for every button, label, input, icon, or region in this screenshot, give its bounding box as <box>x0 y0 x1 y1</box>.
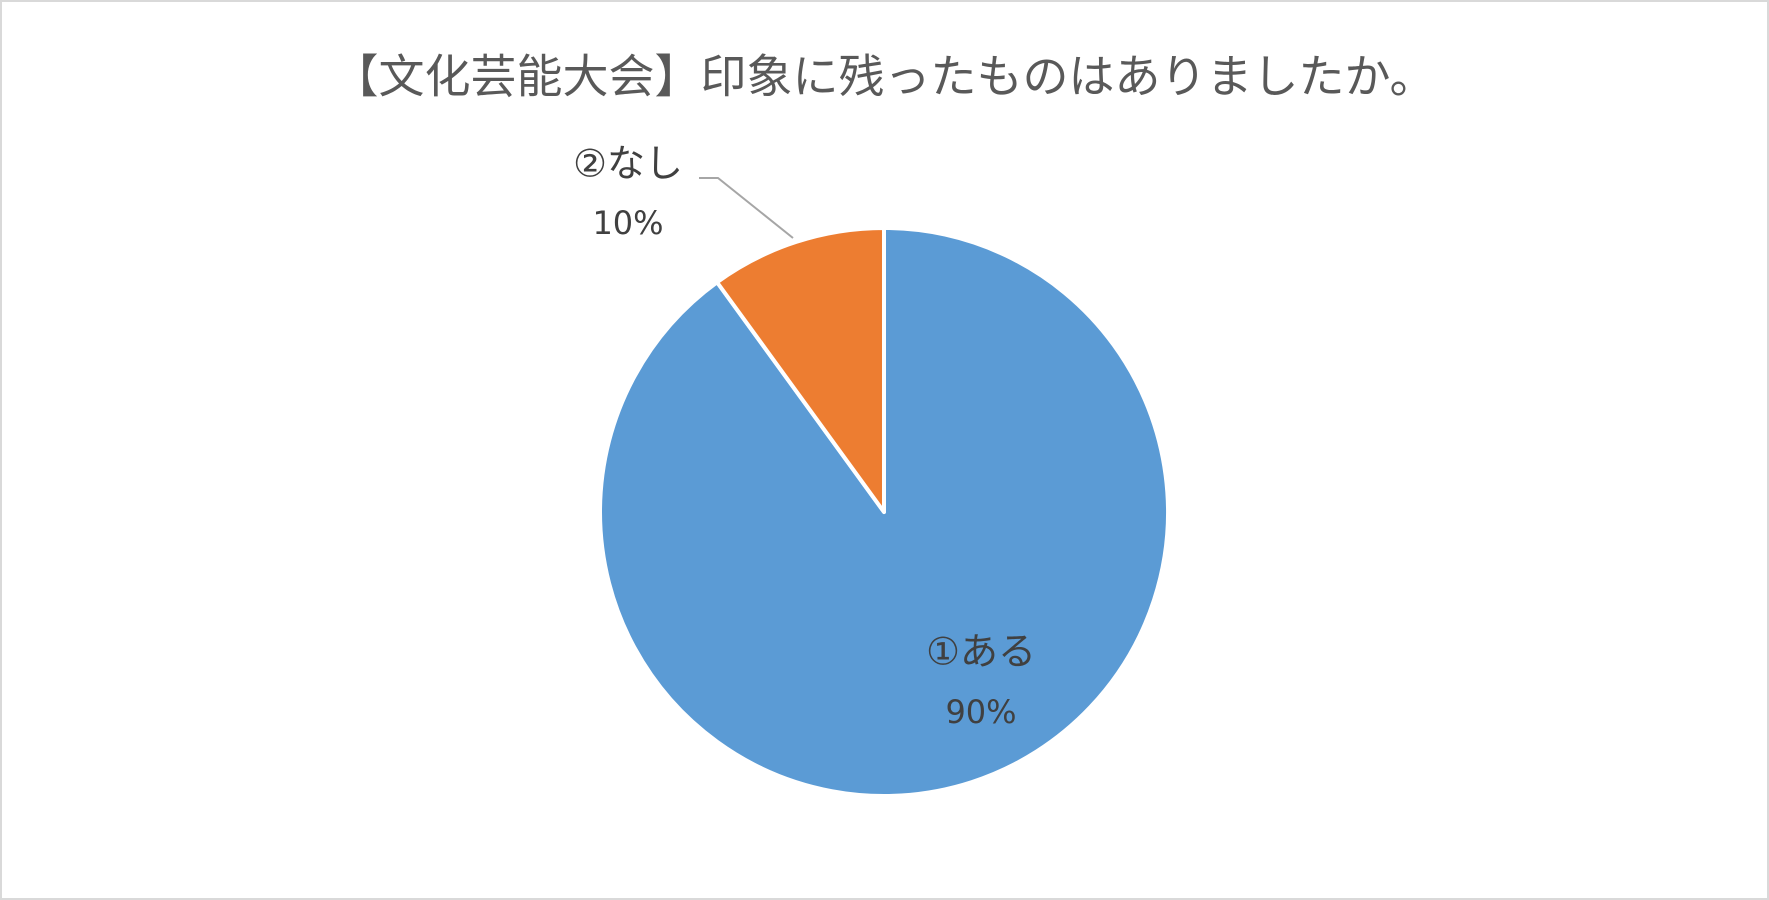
value-label: 90% <box>945 693 1016 731</box>
category-label: ②なし <box>573 142 683 186</box>
chart-title: 【文化芸能大会】印象に残ったものはありましたか。 <box>332 50 1435 104</box>
pie-slice <box>715 226 886 514</box>
leader-line <box>699 177 794 239</box>
category-label: ①ある <box>926 630 1036 674</box>
value-label: 10% <box>592 204 663 242</box>
